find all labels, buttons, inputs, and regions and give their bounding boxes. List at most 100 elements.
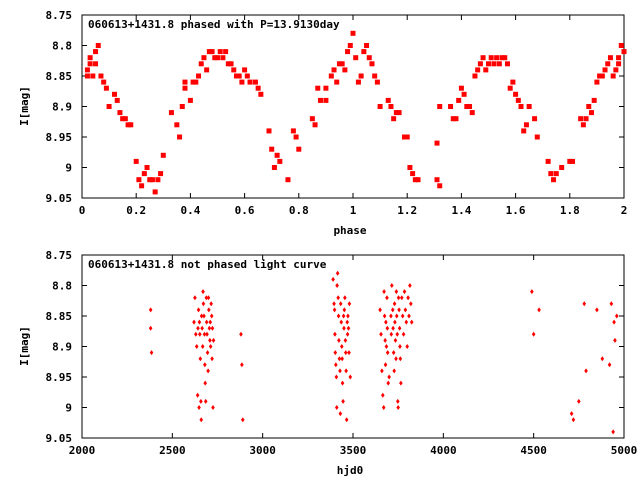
- bottom-data-point: [204, 319, 209, 325]
- top-data-point: [559, 165, 565, 170]
- top-data-point: [125, 122, 131, 128]
- top-data-point: [95, 43, 101, 48]
- bottom-y-axis-label: I[mag]: [18, 326, 31, 366]
- top-data-point: [355, 79, 361, 85]
- bottom-data-point: [405, 344, 409, 349]
- bottom-data-point: [334, 362, 338, 368]
- top-x-axis-label: phase: [333, 224, 366, 237]
- bottom-data-point: [207, 307, 211, 313]
- bottom-data-point: [406, 295, 410, 301]
- top-data-point: [407, 165, 413, 170]
- bottom-y-tick-label: 8.75: [46, 249, 73, 262]
- top-data-point: [198, 61, 204, 67]
- top-data-point: [174, 122, 180, 128]
- bottom-data-point: [396, 295, 401, 301]
- top-x-tick-label: 0: [79, 204, 86, 217]
- bottom-data-point: [197, 319, 202, 325]
- top-data-point: [372, 73, 378, 79]
- bottom-data-point: [192, 319, 196, 325]
- top-data-point: [477, 61, 483, 67]
- top-data-point: [521, 128, 527, 134]
- bottom-y-tick-label: 9: [65, 402, 72, 415]
- bottom-data-point: [402, 289, 407, 295]
- top-data-point: [182, 85, 188, 91]
- bottom-data-point: [200, 325, 204, 331]
- top-data-point: [179, 104, 185, 109]
- top-data-point: [120, 116, 126, 122]
- top-data-point: [510, 79, 516, 85]
- bottom-data-point: [348, 374, 353, 380]
- bottom-data-point: [569, 411, 574, 417]
- bottom-data-point: [393, 319, 397, 325]
- bottom-data-point: [206, 295, 211, 301]
- bottom-data-point: [337, 337, 341, 343]
- top-data-point: [158, 171, 164, 177]
- top-data-point: [336, 61, 342, 67]
- top-y-tick-label: 8.8: [52, 40, 72, 53]
- top-data-point: [434, 140, 440, 146]
- top-data-point: [364, 43, 370, 48]
- top-x-tick-label: 0.2: [126, 204, 146, 217]
- bottom-data-point: [199, 313, 204, 319]
- top-data-point: [217, 49, 223, 55]
- bottom-data-point: [385, 350, 390, 356]
- top-data-point: [128, 122, 134, 128]
- bottom-data-point: [387, 374, 391, 380]
- bottom-y-tick-label: 8.95: [46, 371, 73, 384]
- top-data-point: [277, 158, 283, 164]
- top-data-point: [350, 30, 356, 36]
- bottom-data-point: [202, 313, 206, 319]
- bottom-data-point: [394, 356, 398, 362]
- bottom-data-point: [404, 319, 409, 325]
- top-data-point: [513, 91, 519, 97]
- top-data-point: [242, 67, 248, 73]
- top-data-point: [244, 73, 250, 79]
- bottom-data-point: [384, 344, 389, 349]
- top-data-point: [437, 183, 443, 189]
- top-data-point: [309, 116, 315, 122]
- bottom-data-point: [210, 356, 214, 362]
- top-x-tick-label: 1.2: [397, 204, 417, 217]
- top-data-point: [103, 85, 109, 91]
- top-data-point: [317, 97, 323, 103]
- top-data-point: [312, 122, 318, 128]
- bottom-data-point: [380, 368, 384, 374]
- top-data-point: [491, 61, 497, 67]
- bottom-data-point: [341, 398, 345, 404]
- top-data-point: [480, 55, 486, 61]
- top-data-point: [456, 97, 462, 103]
- top-data-point: [358, 73, 364, 79]
- top-data-point: [496, 61, 502, 67]
- bottom-data-point: [609, 301, 614, 307]
- top-data-point: [391, 116, 397, 122]
- top-data-point: [258, 91, 264, 97]
- bottom-data-point: [198, 356, 203, 362]
- top-data-point: [293, 134, 299, 140]
- top-data-point: [453, 116, 459, 122]
- top-data-point: [331, 67, 337, 73]
- top-data-point: [374, 79, 380, 85]
- top-data-point: [486, 61, 491, 67]
- top-data-point: [182, 79, 188, 85]
- bottom-plot-frame: [81, 254, 625, 439]
- bottom-data-point: [333, 331, 337, 337]
- bottom-data-point: [383, 362, 388, 368]
- top-data-point: [106, 104, 112, 109]
- top-data-point: [434, 177, 440, 183]
- top-y-tick-label: 8.75: [46, 9, 73, 22]
- bottom-data-point: [211, 405, 215, 410]
- bottom-y-tick-label: 8.9: [52, 341, 72, 354]
- bottom-data-point: [537, 307, 541, 313]
- top-data-point: [464, 104, 470, 109]
- bottom-data-point: [148, 307, 153, 313]
- top-axis-ticks: 0 0.2 0.4 0.6 0.8 1 1.2 1.4 1.6 1.8 2 8.75 8.8 8.85 8.…: [46, 9, 628, 217]
- top-data-point: [475, 67, 481, 73]
- bottom-data-point: [338, 301, 343, 307]
- bottom-data-point: [211, 337, 216, 343]
- top-data-point: [570, 158, 576, 164]
- bottom-data-point: [381, 405, 386, 410]
- top-data-point: [396, 110, 402, 116]
- bottom-data-point: [408, 283, 412, 288]
- top-data-point: [84, 67, 90, 73]
- top-data-point: [149, 177, 155, 183]
